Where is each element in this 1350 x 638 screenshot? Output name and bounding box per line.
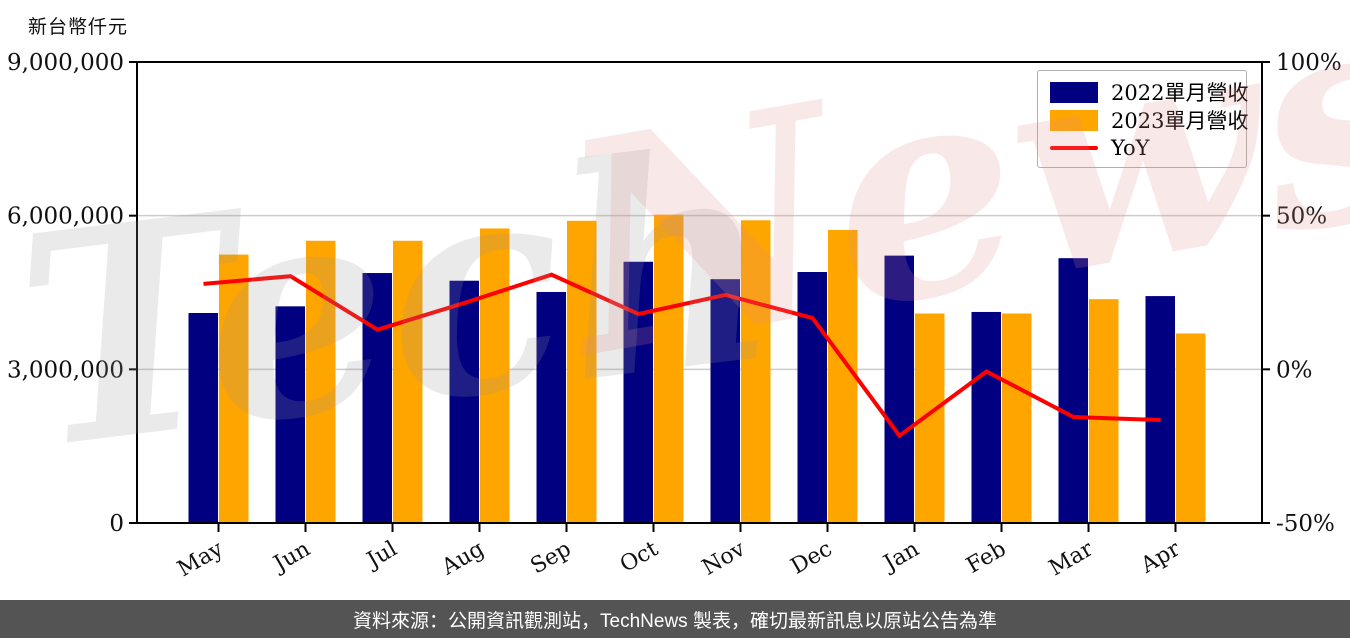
bar-2023-Apr — [1176, 333, 1206, 523]
bar-2022-Jun — [275, 306, 305, 523]
legend-swatch-2023-bar — [1050, 109, 1098, 131]
x-tick-label-aug: Aug — [437, 537, 489, 581]
right-tick-label: 100% — [1276, 50, 1342, 76]
legend-label-2022: 2022單月營收 — [1111, 81, 1249, 105]
legend-item-2022: 2022單月營收 — [1050, 79, 1248, 105]
right-tick-label: 50% — [1276, 204, 1327, 230]
x-tick-label-dec: Dec — [787, 537, 837, 580]
bar-2022-Sep — [536, 291, 566, 523]
x-tick-label-jun: Jun — [268, 537, 314, 578]
source-footer-text: 資料來源：公開資訊觀測站，TechNews 製表，確切最新訊息以原站公告為準 — [353, 610, 997, 632]
x-tick-label-nov: Nov — [698, 536, 750, 580]
bar-2022-Feb — [971, 311, 1001, 523]
legend-label-yoy: YoY — [1111, 136, 1150, 160]
x-tick-label-oct: Oct — [616, 536, 663, 577]
bar-2023-Dec — [828, 230, 858, 523]
plot-border — [136, 61, 1263, 524]
bar-2022-Dec — [797, 272, 827, 523]
right-tick-label: 0% — [1276, 357, 1313, 383]
bar-2023-Oct — [654, 214, 684, 524]
legend-item-2023: 2023單月營收 — [1050, 107, 1248, 133]
right-tick-label: -50% — [1276, 511, 1335, 537]
left-tick-label: 0 — [109, 511, 124, 537]
bar-2022-May — [188, 312, 218, 523]
x-tick-label-feb: Feb — [962, 537, 1010, 579]
bar-2022-Nov — [710, 279, 740, 523]
left-tick-label: 3,000,000 — [7, 357, 124, 383]
bar-2023-Jan — [915, 313, 945, 523]
legend-item-yoy: YoY — [1050, 135, 1236, 161]
bar-2023-Jun — [306, 240, 336, 523]
left-axis-unit-label: 新台幣仟元 — [28, 16, 129, 38]
left-tick-label: 6,000,000 — [7, 204, 124, 230]
bar-2023-Mar — [1089, 299, 1119, 523]
bar-2023-Feb — [1002, 313, 1032, 523]
revenue-yoy-chart: 0 3,000,000 6,000,000 9,000,000 -50% 0% 50% 100… — [7, 50, 1342, 582]
x-tick-label-jul: Jul — [361, 537, 401, 575]
x-tick-label-may: May — [173, 536, 228, 582]
bar-2022-Jul — [362, 273, 392, 523]
yoy-line — [203, 272, 1161, 439]
x-tick-label-jan: Jan — [878, 537, 924, 578]
bar-2023-Jul — [393, 240, 423, 523]
bar-2023-Nov — [741, 220, 771, 523]
bar-2023-Aug — [480, 228, 510, 523]
bar-2022-Jan — [884, 255, 914, 523]
bar-2022-Oct — [623, 261, 653, 523]
bar-2022-Mar — [1058, 258, 1088, 523]
x-tick-label-apr: Apr — [1136, 536, 1185, 579]
bar-2023-Sep — [567, 220, 597, 524]
bar-2022-Apr — [1145, 296, 1175, 523]
chart-legend: 2022單月營收 2023單月營收 YoY — [1037, 70, 1248, 168]
legend-label-2023: 2023單月營收 — [1111, 109, 1249, 133]
legend-swatch-yoy-line — [1050, 146, 1098, 150]
x-tick-label-mar: Mar — [1045, 536, 1098, 581]
bar-2023-May — [219, 254, 249, 523]
left-tick-label: 9,000,000 — [7, 50, 124, 76]
x-tick-label-sep: Sep — [526, 537, 575, 580]
source-footer-bar: 資料來源：公開資訊觀測站，TechNews 製表，確切最新訊息以原站公告為準 — [0, 600, 1350, 638]
legend-swatch-2022-bar — [1050, 81, 1098, 103]
bar-2022-Aug — [449, 280, 479, 523]
